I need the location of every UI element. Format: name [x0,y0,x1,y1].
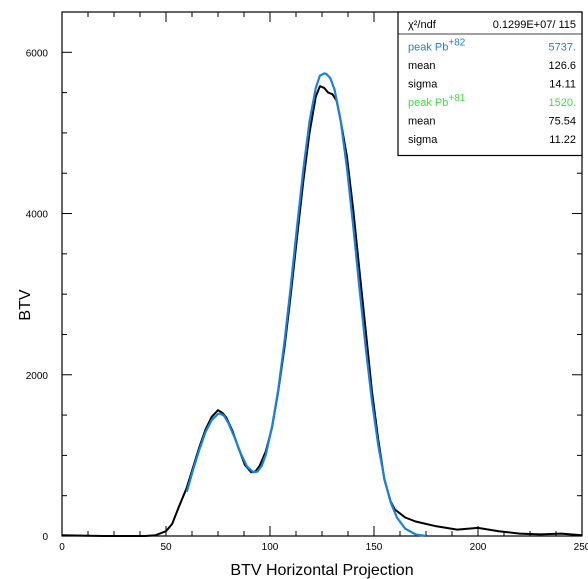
x-axis-label: BTV Horizontal Projection [230,562,413,579]
stat-value: 126.6 [548,60,576,72]
stat-value: 5737. [548,42,576,54]
series-layer [61,72,583,538]
x-tick-label: 100 [262,542,279,553]
fit-curve-line [185,72,427,538]
stat-label: sigma [408,134,438,146]
stat-value: 75.54 [548,116,576,128]
stat-value: 11.22 [549,134,576,146]
stat-value: 14.11 [549,79,576,91]
y-axis-label: BTV [17,289,34,320]
stat-value: 1520. [548,97,576,109]
y-tick-label: 4000 [26,210,49,221]
x-tick-label: 250 [574,542,588,553]
x-tick-label: 50 [160,542,172,553]
y-tick-label: 2000 [26,371,49,382]
stat-label: mean [408,60,436,72]
x-tick-label: 150 [366,542,383,553]
stat-value: 0.1299E+07/ 115 [493,19,576,31]
y-tick-label: 6000 [26,48,49,59]
stat-label-superscript: +82 [448,38,465,49]
y-tick-label: 0 [42,532,48,543]
x-tick-label: 0 [59,542,65,553]
stat-label-superscript: +81 [448,93,465,104]
stats-box-frame [397,11,583,157]
x-tick-label: 200 [470,542,487,553]
stat-label: mean [408,116,436,128]
stat-label: sigma [408,79,438,91]
stat-label: χ²/ndf [408,19,437,31]
